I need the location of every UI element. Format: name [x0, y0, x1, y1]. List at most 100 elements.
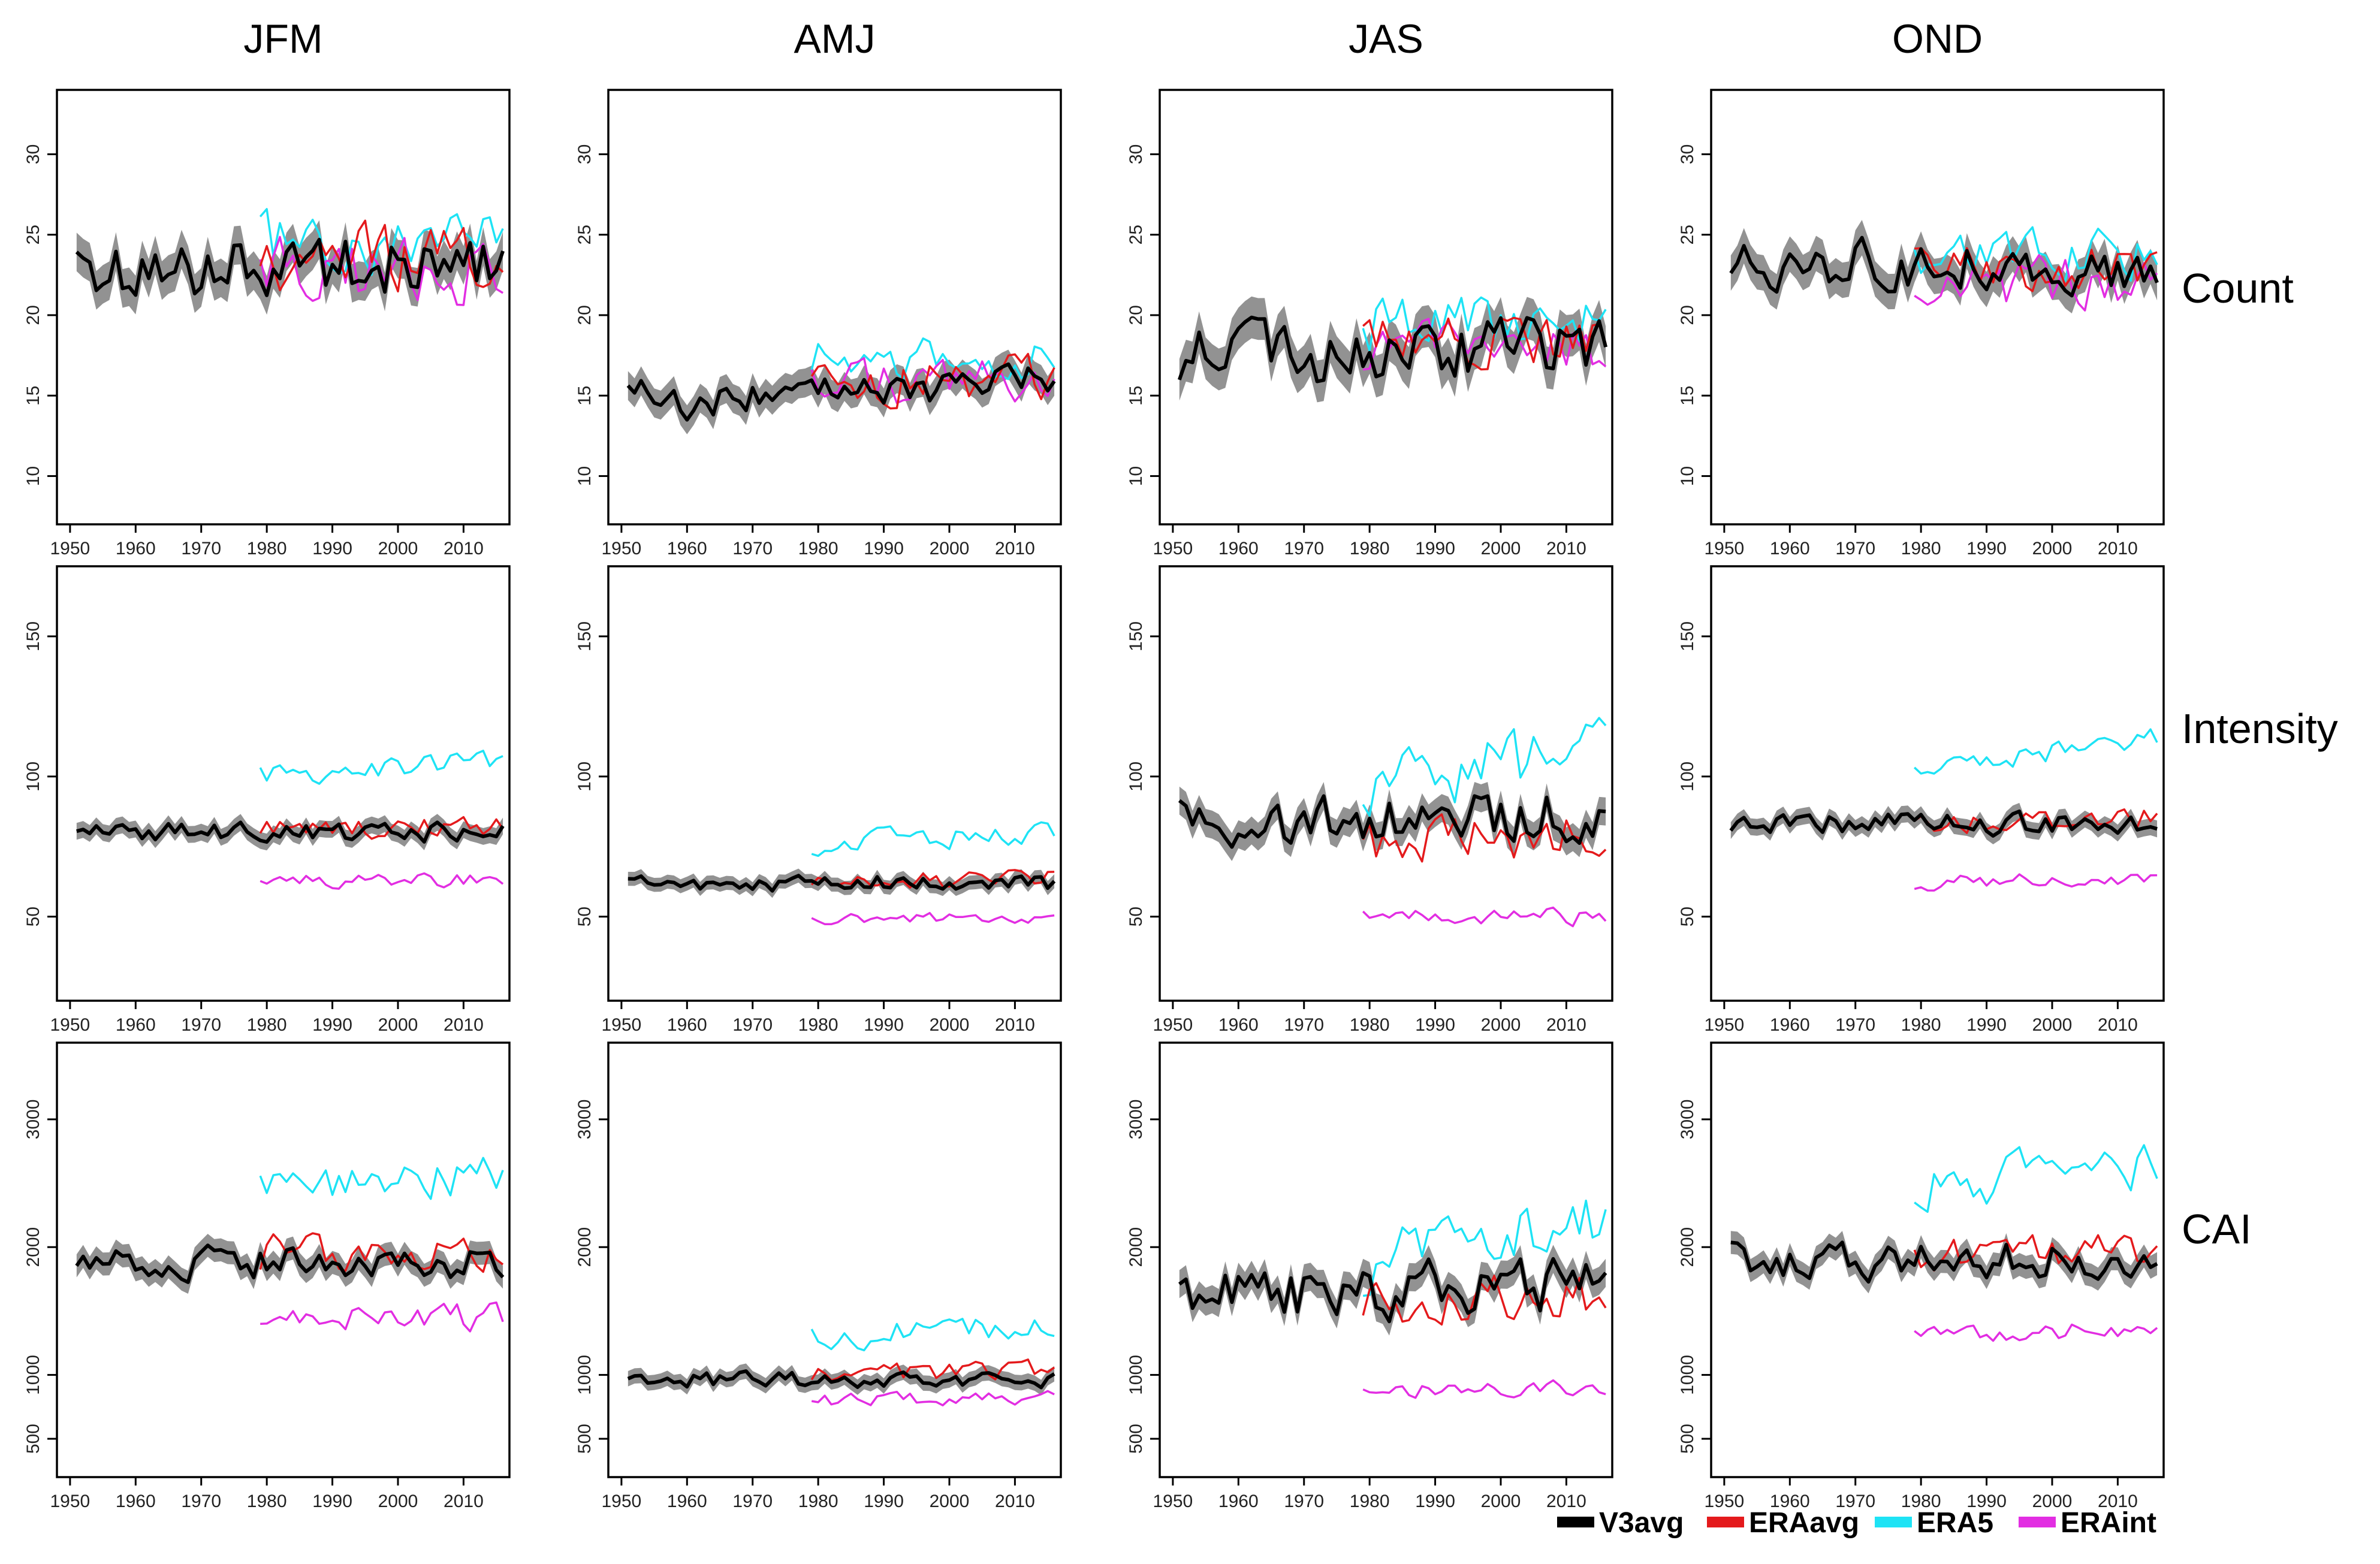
- y-tick-label: 20: [1678, 305, 1697, 325]
- x-tick-label: 1980: [1901, 1491, 1941, 1511]
- x-tick-label: 2010: [995, 539, 1035, 558]
- x-tick-label: 1990: [864, 539, 904, 558]
- series-line-eraint: [260, 1301, 504, 1333]
- x-tick-label: 1980: [798, 1015, 838, 1035]
- plot-area: [627, 1318, 1055, 1406]
- series-line-v3avg: [1730, 1240, 2158, 1284]
- x-tick-label: 1980: [247, 1491, 287, 1511]
- y-tick-label: 1000: [575, 1355, 595, 1395]
- series-line-era5: [810, 337, 1055, 381]
- y-tick-label: 50: [23, 907, 43, 926]
- y-tick-label: 20: [23, 305, 43, 325]
- plot-area: [1729, 220, 2159, 313]
- y-tick-label: 500: [1678, 1424, 1697, 1454]
- x-tick-label: 1960: [116, 1491, 156, 1511]
- x-tick-label: 2010: [1546, 539, 1586, 558]
- x-tick-label: 1950: [1153, 539, 1193, 558]
- x-tick-label: 1970: [181, 1015, 221, 1035]
- y-tick-label: 25: [1126, 225, 1146, 244]
- y-tick-label: 20: [1126, 305, 1146, 325]
- x-tick-label: 1980: [1350, 1015, 1390, 1035]
- y-tick-label: 10: [23, 466, 43, 486]
- y-tick-label: 3000: [1678, 1100, 1697, 1140]
- column-title-jas: JAS: [1349, 16, 1423, 62]
- x-tick-label: 1970: [1284, 539, 1324, 558]
- panel-frame: [1159, 1041, 1613, 1478]
- panel-intensity-jfm: 50 100 150 1950 1960 1970 1980 1990 2000 2010: [23, 565, 511, 1035]
- series-line-era5: [259, 1157, 504, 1200]
- y-tick-label: 30: [1678, 144, 1697, 164]
- column-title-jfm: JFM: [243, 16, 322, 62]
- plot-area: [75, 1157, 505, 1333]
- x-tick-label: 1960: [667, 1015, 707, 1035]
- y-tick-label: 500: [23, 1424, 43, 1454]
- panel-frame: [56, 89, 511, 526]
- y-tick-label: 500: [1126, 1424, 1146, 1454]
- series-line-era5: [1362, 296, 1607, 352]
- x-tick-label: 2010: [444, 1015, 484, 1035]
- x-tick-label: 2010: [995, 1491, 1035, 1511]
- x-tick-label: 1980: [1350, 539, 1390, 558]
- series-line-era5: [1362, 1199, 1607, 1297]
- series-band-v3avg: [76, 220, 503, 315]
- y-tick-label: 1000: [23, 1355, 43, 1395]
- x-tick-label: 1990: [1415, 1491, 1455, 1511]
- x-tick-label: 2010: [995, 1015, 1035, 1035]
- series-line-eraint: [1914, 253, 2158, 312]
- x-tick-label: 1950: [602, 539, 642, 558]
- x-tick-label: 1950: [50, 1491, 91, 1511]
- x-tick-label: 2010: [2098, 539, 2138, 558]
- column-title-amj: AMJ: [794, 16, 876, 62]
- series-line-era5: [259, 750, 503, 785]
- panel-frame: [56, 1041, 511, 1478]
- panel-frame: [1710, 89, 2165, 526]
- x-tick-label: 1980: [1350, 1491, 1390, 1511]
- panel-frame: [56, 565, 511, 1002]
- y-tick-label: 25: [575, 225, 595, 244]
- x-tick-label: 2010: [2098, 1015, 2138, 1035]
- y-tick-label: 20: [575, 305, 595, 325]
- panel-intensity-amj: 50 100 150 1950 1960 1970 1980 1990 2000 2010: [575, 565, 1062, 1035]
- series-line-v3avg: [628, 874, 1056, 893]
- x-tick-label: 1960: [1218, 1491, 1259, 1511]
- series-line-eraavg: [1913, 1234, 2158, 1272]
- series-line-v3avg: [1729, 809, 2158, 838]
- series-line-v3avg: [1177, 315, 1608, 384]
- x-tick-label: 1990: [312, 1015, 352, 1035]
- x-tick-label: 1990: [864, 1491, 904, 1511]
- y-tick-label: 15: [1678, 385, 1697, 405]
- x-tick-label: 1960: [1218, 1015, 1259, 1035]
- series-line-eraavg: [1362, 813, 1607, 863]
- y-tick-label: 1000: [1126, 1355, 1146, 1395]
- x-tick-label: 1990: [312, 1491, 352, 1511]
- plot-area: [76, 750, 505, 890]
- series-line-v3avg: [75, 237, 505, 297]
- x-tick-label: 2000: [930, 1491, 970, 1511]
- x-tick-label: 1970: [1835, 1015, 1875, 1035]
- y-tick-label: 2000: [23, 1227, 43, 1267]
- column-title-ond: OND: [1892, 16, 1983, 62]
- x-tick-label: 1970: [181, 1491, 221, 1511]
- y-tick-label: 3000: [23, 1100, 43, 1140]
- x-tick-label: 1990: [864, 1015, 904, 1035]
- y-tick-label: 50: [1678, 907, 1697, 926]
- series-band-v3avg: [1730, 220, 2158, 313]
- series-line-eraint: [1362, 1379, 1606, 1399]
- series-line-eraavg: [1362, 1275, 1607, 1326]
- x-tick-label: 1960: [667, 1491, 707, 1511]
- y-tick-label: 100: [575, 762, 595, 792]
- plot-area: [628, 821, 1056, 926]
- series-line-eraavg: [1914, 247, 2158, 292]
- plot-area: [626, 337, 1056, 434]
- y-tick-label: 500: [575, 1424, 595, 1454]
- x-tick-label: 1970: [1284, 1491, 1324, 1511]
- y-tick-label: 10: [575, 466, 595, 486]
- series-line-eraavg: [259, 816, 504, 840]
- x-tick-label: 1970: [1284, 1015, 1324, 1035]
- legend-label-eraint: ERAint: [2061, 1507, 2156, 1539]
- y-tick-label: 10: [1126, 466, 1146, 486]
- x-tick-label: 1970: [181, 539, 221, 558]
- plot-area: [1729, 728, 2158, 892]
